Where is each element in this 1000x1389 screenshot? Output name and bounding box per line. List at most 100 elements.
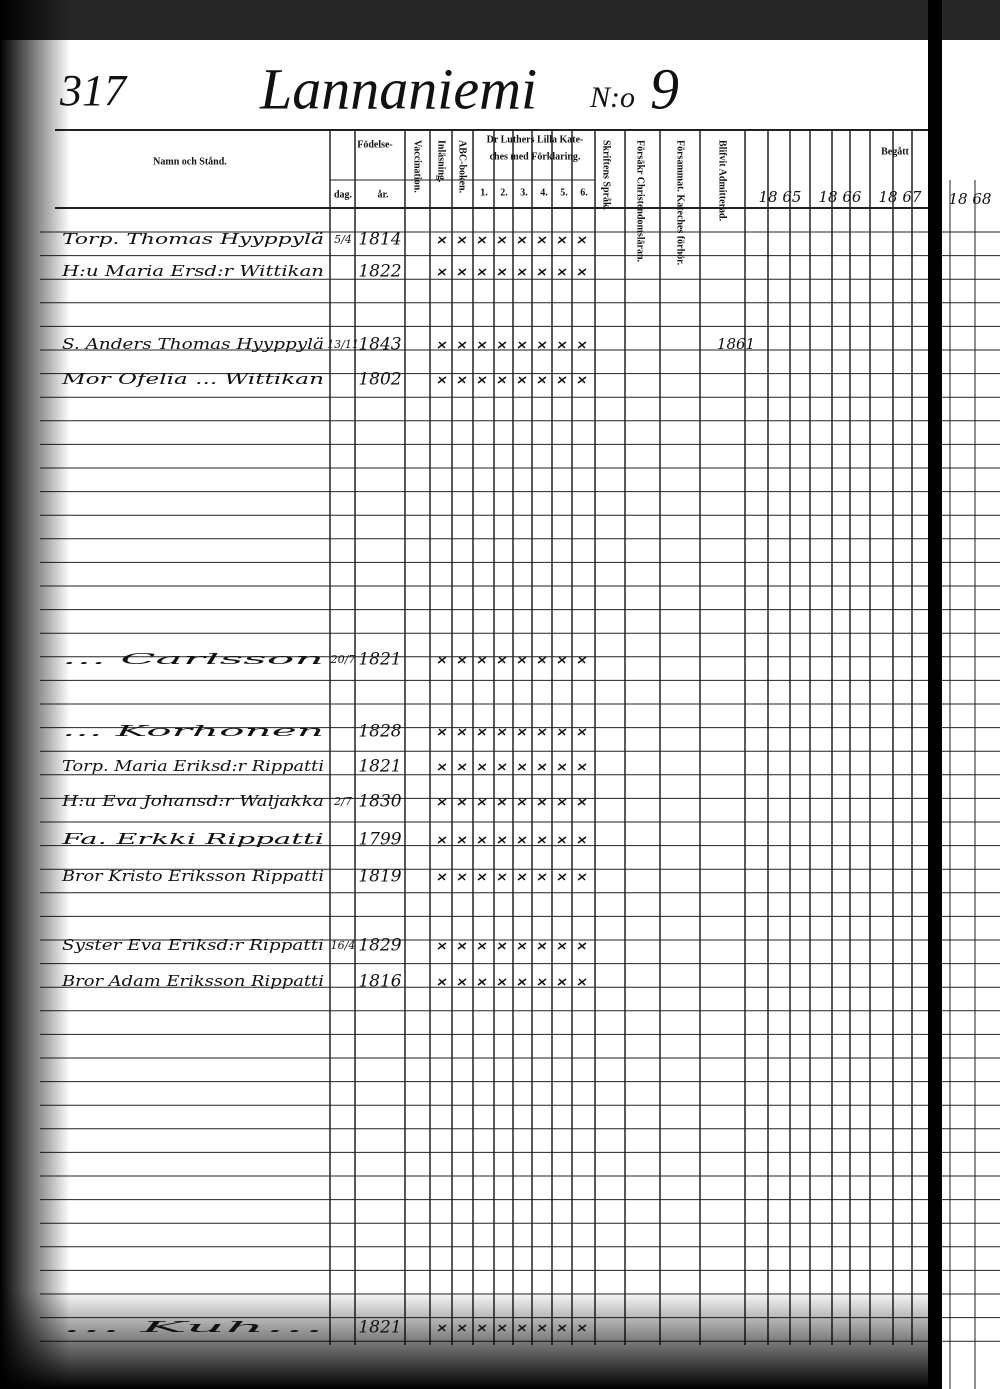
tick-mark bbox=[517, 1324, 527, 1332]
tick-mark bbox=[577, 763, 587, 771]
tick-mark bbox=[477, 1324, 487, 1332]
birth-day: 16/4 bbox=[331, 939, 356, 952]
tick-mark bbox=[497, 376, 507, 384]
tick-mark bbox=[497, 836, 507, 844]
tick-mark bbox=[537, 942, 547, 950]
left-shadow bbox=[0, 0, 70, 1389]
birth-year: 1843 bbox=[358, 335, 401, 355]
tick-mark bbox=[577, 942, 587, 950]
tick-mark bbox=[497, 656, 507, 664]
column-header: ABC-boken. bbox=[457, 140, 468, 194]
birth-year: 1814 bbox=[358, 230, 401, 250]
header-catechism: ches med Förklaring. bbox=[490, 151, 581, 162]
tick-mark bbox=[537, 836, 547, 844]
tick-mark bbox=[577, 798, 587, 806]
tick-mark bbox=[457, 341, 467, 349]
tick-mark bbox=[517, 236, 527, 244]
tick-mark bbox=[577, 873, 587, 881]
tick-mark bbox=[457, 942, 467, 950]
birth-year: 1821 bbox=[358, 650, 401, 670]
person-name: ... Korhonen bbox=[62, 722, 324, 740]
tick-mark bbox=[577, 1324, 587, 1332]
column-header: Skriftens Språk. bbox=[601, 140, 612, 211]
column-header: Blifvit Admitterad. bbox=[717, 140, 728, 222]
tick-mark bbox=[497, 236, 507, 244]
tick-mark bbox=[557, 873, 567, 881]
tick-mark bbox=[457, 978, 467, 986]
person-name: S. Anders Thomas Hyyppylä bbox=[62, 335, 324, 353]
tick-mark bbox=[437, 798, 447, 806]
catechism-part: 5. bbox=[560, 187, 568, 198]
tick-mark bbox=[477, 942, 487, 950]
tick-mark bbox=[457, 763, 467, 771]
tick-mark bbox=[477, 763, 487, 771]
birth-year: 1828 bbox=[358, 722, 401, 742]
tick-mark bbox=[577, 341, 587, 349]
year-header: 18 65 bbox=[759, 188, 802, 206]
tick-mark bbox=[557, 236, 567, 244]
column-header: Vaccination. bbox=[412, 140, 423, 193]
tick-mark bbox=[457, 376, 467, 384]
tick-mark bbox=[557, 942, 567, 950]
tick-mark bbox=[477, 236, 487, 244]
column-header: Försammat. Kateches förhör. bbox=[675, 140, 686, 266]
tick-mark bbox=[437, 656, 447, 664]
year-header: 18 66 bbox=[819, 188, 862, 206]
header-birth: Födelse- bbox=[357, 139, 393, 150]
catechism-part: 6. bbox=[580, 187, 588, 198]
person-name: Fa. Erkki Rippatti bbox=[60, 830, 324, 848]
tick-mark bbox=[457, 836, 467, 844]
title: Lannaniemi bbox=[259, 56, 537, 121]
tick-mark bbox=[477, 268, 487, 276]
tick-mark bbox=[457, 798, 467, 806]
tick-mark bbox=[577, 978, 587, 986]
ruling bbox=[40, 129, 1000, 1389]
tick-mark bbox=[457, 268, 467, 276]
birth-year: 1821 bbox=[358, 757, 401, 777]
person-name: Torp. Thomas Hyyppylä bbox=[62, 230, 324, 248]
tick-mark bbox=[477, 376, 487, 384]
tick-mark bbox=[537, 798, 547, 806]
birth-day: 2/7 bbox=[333, 795, 352, 808]
header-catechism: Dr Luthers Lilla Kate- bbox=[487, 134, 584, 145]
tick-mark bbox=[557, 1324, 567, 1332]
tick-mark bbox=[497, 763, 507, 771]
tick-mark bbox=[437, 1324, 447, 1332]
gutter bbox=[928, 0, 942, 1389]
tick-mark bbox=[537, 728, 547, 736]
person-name: Mor Ofelia ... Wittikan bbox=[60, 370, 324, 388]
tick-mark bbox=[457, 873, 467, 881]
person-name: H:u Eva Johansd:r Waljakka bbox=[61, 792, 324, 810]
header-name: Namn och Stånd. bbox=[153, 156, 227, 167]
number-label: N:o bbox=[589, 81, 635, 114]
tick-mark bbox=[437, 268, 447, 276]
top-shadow bbox=[0, 0, 1000, 40]
bottom-shadow bbox=[0, 1290, 940, 1389]
tick-mark bbox=[577, 236, 587, 244]
tick-mark bbox=[497, 798, 507, 806]
header-communion: Begått bbox=[881, 146, 909, 157]
birth-year: 1819 bbox=[358, 867, 401, 887]
person-name: Bror Kristo Eriksson Rippatti bbox=[61, 867, 324, 885]
birth-year: 1816 bbox=[358, 972, 401, 992]
birth-year: 1822 bbox=[358, 262, 401, 282]
tick-mark bbox=[497, 978, 507, 986]
birth-day: 13/11 bbox=[327, 338, 359, 351]
tick-mark bbox=[457, 236, 467, 244]
tick-mark bbox=[537, 341, 547, 349]
tick-mark bbox=[437, 836, 447, 844]
tick-mark bbox=[557, 798, 567, 806]
tick-mark bbox=[517, 978, 527, 986]
tick-mark bbox=[497, 728, 507, 736]
tick-mark bbox=[517, 268, 527, 276]
column-header: Inläsning. bbox=[436, 140, 447, 183]
page-number: 317 bbox=[59, 66, 128, 115]
tick-mark bbox=[537, 873, 547, 881]
person-name: ... Kuh... bbox=[62, 1318, 324, 1336]
tick-mark bbox=[477, 836, 487, 844]
tick-mark bbox=[437, 236, 447, 244]
tick-mark bbox=[557, 376, 567, 384]
tick-mark bbox=[497, 1324, 507, 1332]
tick-mark bbox=[517, 763, 527, 771]
